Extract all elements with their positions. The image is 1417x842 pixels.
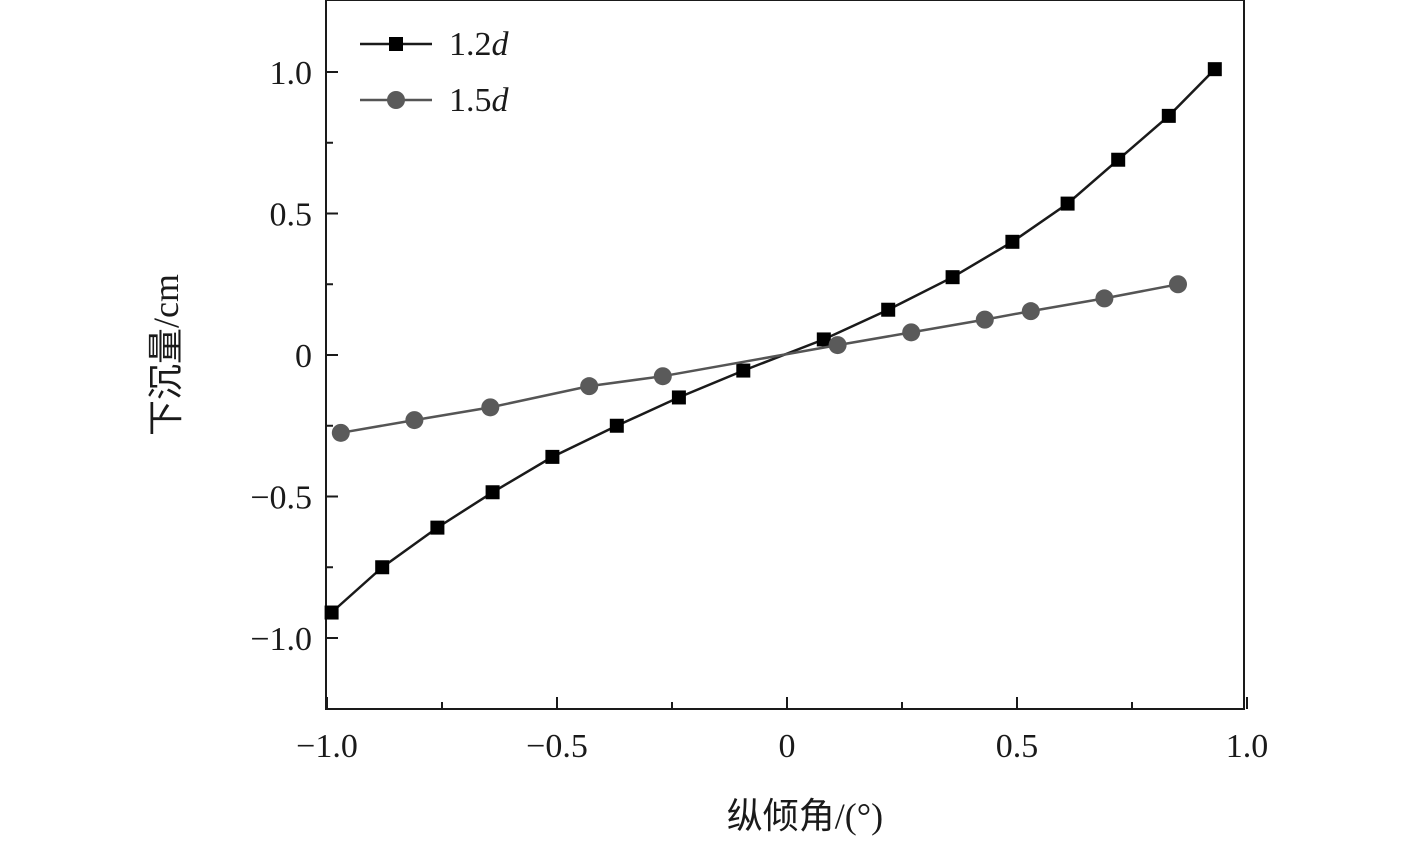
x-axis-label: 纵倾角/(°) [727, 796, 883, 836]
legend-label-0: 1.2d [449, 26, 510, 63]
series-0-point-4 [545, 449, 560, 464]
series-1-point-7 [975, 310, 994, 329]
series-1-point-6 [902, 323, 921, 342]
series-0-point-3 [485, 485, 500, 500]
series-0-point-13 [1111, 152, 1126, 167]
y-tick-label-1: −0.5 [250, 480, 312, 517]
series-1-point-5 [828, 336, 847, 355]
series-1-line [340, 283, 1179, 435]
series-0 [324, 62, 1222, 620]
series-0-point-2 [430, 520, 445, 535]
series-0-point-0 [324, 605, 339, 620]
series-0-point-1 [375, 560, 390, 575]
y-axis-label: 下沉量/cm [146, 274, 186, 436]
tick-labels: −1.0 −0.5 0 0.5 1.0 −1.0 −0.5 0 0.5 1.0 [250, 55, 1268, 765]
y-tick-label-4: 1.0 [270, 55, 313, 92]
series-1-point-1 [405, 411, 424, 430]
legend-marker-0 [389, 37, 403, 51]
series-0-line [330, 68, 1216, 614]
series-1-point-3 [580, 377, 599, 396]
series-0-point-7 [736, 363, 751, 378]
series-1-point-8 [1021, 302, 1040, 321]
series-layer [324, 62, 1222, 620]
series-0-point-15 [1207, 62, 1222, 77]
series-1-point-4 [653, 367, 672, 386]
legend-item-0: 1.2d [360, 26, 510, 63]
series-0-point-8 [816, 332, 831, 347]
y-tick-label-3: 0.5 [270, 197, 313, 234]
series-0-point-6 [671, 390, 686, 405]
series-1-point-9 [1095, 289, 1114, 308]
series-1-point-0 [331, 423, 350, 442]
series-0-point-11 [1005, 234, 1020, 249]
x-tick-label-1: −0.5 [526, 728, 588, 765]
series-1-point-10 [1169, 275, 1187, 294]
y-tick-label-2: 0 [295, 338, 312, 375]
legend: 1.2d 1.5d [360, 26, 510, 119]
x-tick-label-2: 0 [779, 728, 796, 765]
series-1 [331, 275, 1187, 442]
series-0-point-10 [945, 270, 960, 285]
legend-label-1: 1.5d [449, 82, 510, 119]
series-0-point-14 [1161, 108, 1176, 123]
series-0-point-12 [1060, 196, 1075, 211]
series-0-point-9 [881, 302, 896, 317]
legend-item-1: 1.5d [360, 82, 510, 119]
y-tick-label-0: −1.0 [250, 621, 312, 658]
x-tick-label-4: 1.0 [1226, 728, 1269, 765]
series-1-point-2 [481, 398, 500, 417]
legend-marker-1 [387, 91, 405, 109]
x-tick-label-0: −1.0 [296, 728, 358, 765]
series-0-point-5 [609, 418, 624, 433]
ticks [326, 71, 1248, 709]
x-tick-label-3: 0.5 [996, 728, 1039, 765]
